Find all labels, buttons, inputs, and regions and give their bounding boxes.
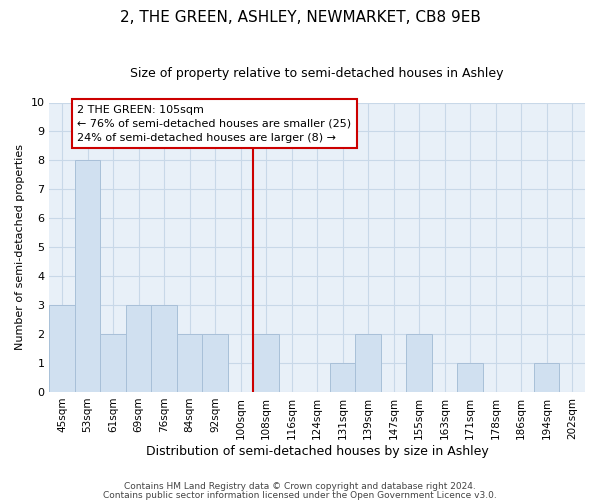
Bar [534,363,559,392]
Text: Contains public sector information licensed under the Open Government Licence v3: Contains public sector information licen… [103,490,497,500]
Bar [355,334,381,392]
Bar [202,334,228,392]
Bar [253,334,279,392]
Text: 2, THE GREEN, ASHLEY, NEWMARKET, CB8 9EB: 2, THE GREEN, ASHLEY, NEWMARKET, CB8 9EB [119,10,481,25]
Bar [126,305,151,392]
Bar [457,363,483,392]
Text: Contains HM Land Registry data © Crown copyright and database right 2024.: Contains HM Land Registry data © Crown c… [124,482,476,491]
X-axis label: Distribution of semi-detached houses by size in Ashley: Distribution of semi-detached houses by … [146,444,488,458]
Bar [49,305,75,392]
Bar [100,334,126,392]
Y-axis label: Number of semi-detached properties: Number of semi-detached properties [15,144,25,350]
Title: Size of property relative to semi-detached houses in Ashley: Size of property relative to semi-detach… [130,68,504,80]
Bar [151,305,177,392]
Text: 2 THE GREEN: 105sqm
← 76% of semi-detached houses are smaller (25)
24% of semi-d: 2 THE GREEN: 105sqm ← 76% of semi-detach… [77,105,352,143]
Bar [177,334,202,392]
Bar [330,363,355,392]
Bar [75,160,100,392]
Bar [406,334,432,392]
